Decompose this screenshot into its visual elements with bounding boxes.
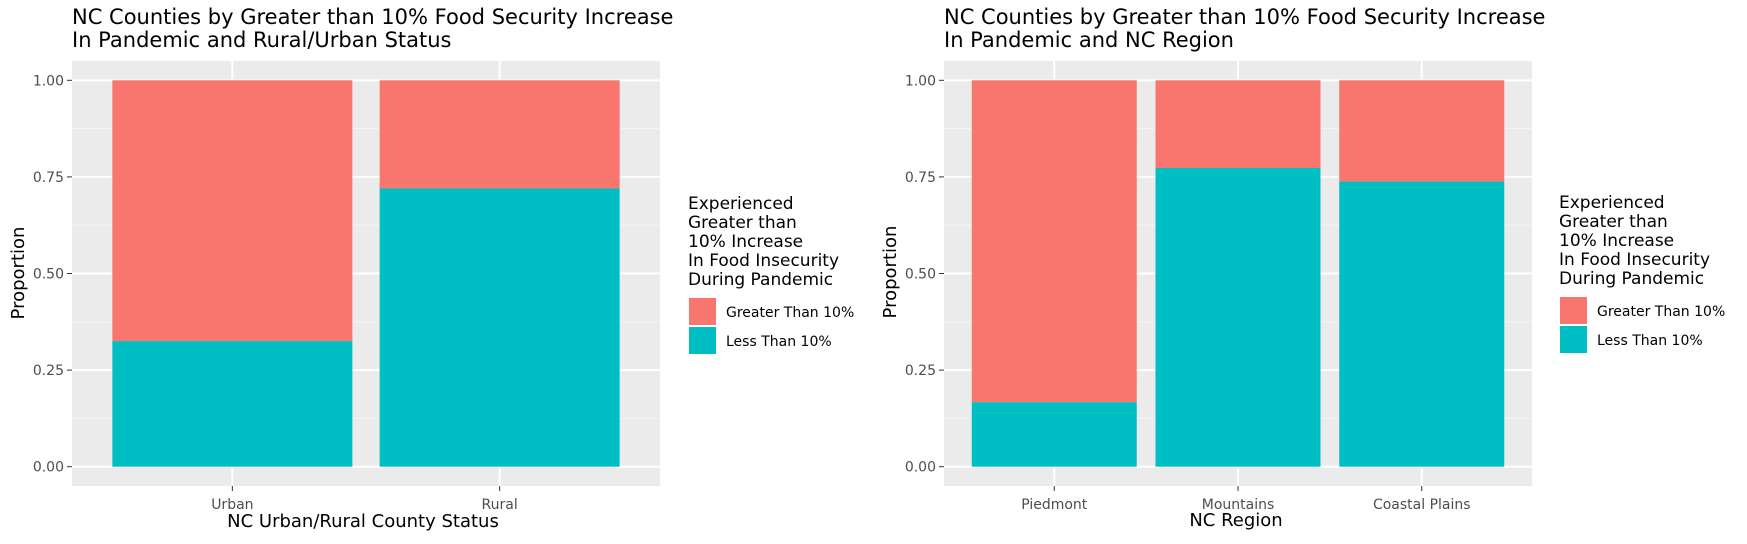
chart-1-legend-title-line-4: In Food Insecurity: [688, 251, 839, 271]
x-tick-label: Urban: [211, 497, 253, 513]
chart-2-legend-label-greater: Greater Than 10%: [1597, 304, 1725, 320]
chart-1-title-line-2: In Pandemic and Rural/Urban Status: [72, 28, 452, 52]
chart-1-legend-title-line-2: Greater than: [688, 213, 797, 233]
bar-segment-less-than-10: [379, 188, 620, 467]
chart-2-legend-label-less: Less Than 10%: [1597, 333, 1703, 349]
chart-2-legend-title-line-2: Greater than: [1559, 212, 1668, 232]
y-tick-label: 0.50: [905, 267, 936, 283]
chart-2-plot-area: Piedmont Mountains Coastal Plains 0.00 0.25 0…: [905, 61, 1532, 513]
y-tick-label: 0.75: [905, 170, 936, 186]
chart-1-x-axis-title: NC Urban/Rural County Status: [227, 511, 499, 532]
bar-segment-greater-than-10: [112, 80, 353, 342]
chart-2-y-axis-title: Proportion: [880, 226, 901, 319]
bar-segment-less-than-10: [1339, 181, 1505, 467]
bar-segment-less-than-10: [112, 341, 353, 467]
bar-segment-greater-than-10: [971, 80, 1137, 403]
chart-urban-rural: NC Counties by Greater than 10% Food Sec…: [8, 5, 854, 532]
y-tick-label: 0.50: [33, 267, 64, 283]
x-tick-label: Coastal Plains: [1373, 497, 1471, 513]
bar-segment-less-than-10: [971, 402, 1137, 467]
chart-1-y-axis-title: Proportion: [8, 227, 29, 320]
chart-2-x-axis-title: NC Region: [1189, 510, 1282, 531]
chart-2-legend: Experienced Greater than 10% Increase In…: [1559, 193, 1725, 353]
x-tick-label: Piedmont: [1021, 497, 1088, 513]
chart-1-plot-area: Urban Rural 0.00 0.25 0.50 0.75 1.00: [33, 61, 660, 513]
chart-2-legend-title-line-1: Experienced: [1559, 193, 1665, 213]
chart-2-legend-key-less: [1560, 326, 1587, 353]
chart-2-title-line-2: In Pandemic and NC Region: [944, 28, 1234, 52]
chart-1-legend: Experienced Greater than 10% Increase In…: [688, 194, 854, 354]
x-tick-label: Rural: [482, 497, 518, 513]
y-tick-label: 0.25: [905, 363, 936, 379]
bar-segment-greater-than-10: [379, 80, 620, 189]
bar-segment-less-than-10: [1155, 168, 1321, 467]
chart-2-title-line-1: NC Counties by Greater than 10% Food Sec…: [944, 5, 1545, 29]
chart-1-legend-title-line-5: During Pandemic: [688, 270, 833, 290]
chart-1-legend-title-line-1: Experienced: [688, 194, 794, 214]
x-tick-label: Mountains: [1202, 497, 1275, 513]
y-tick-label: 0.00: [33, 460, 64, 476]
chart-1-legend-key-greater: [689, 298, 716, 325]
y-tick-label: 0.75: [33, 170, 64, 186]
chart-2-legend-key-greater: [1560, 297, 1587, 324]
y-tick-label: 0.00: [905, 460, 936, 476]
chart-1-legend-key-less: [689, 327, 716, 354]
bar-segment-greater-than-10: [1339, 80, 1505, 182]
chart-1-title-line-1: NC Counties by Greater than 10% Food Sec…: [72, 5, 673, 29]
chart-1-legend-label-greater: Greater Than 10%: [726, 305, 854, 321]
chart-2-legend-title-line-3: 10% Increase: [1559, 231, 1674, 251]
y-tick-label: 1.00: [905, 73, 936, 89]
chart-2-legend-title-line-4: In Food Insecurity: [1559, 250, 1710, 270]
bar-segment-greater-than-10: [1155, 80, 1321, 169]
chart-1-legend-label-less: Less Than 10%: [726, 334, 832, 350]
chart-nc-region: NC Counties by Greater than 10% Food Sec…: [880, 5, 1725, 531]
chart-1-legend-title-line-3: 10% Increase: [688, 232, 803, 252]
chart-2-legend-title-line-5: During Pandemic: [1559, 269, 1704, 289]
y-tick-label: 0.25: [33, 363, 64, 379]
y-tick-label: 1.00: [33, 73, 64, 89]
